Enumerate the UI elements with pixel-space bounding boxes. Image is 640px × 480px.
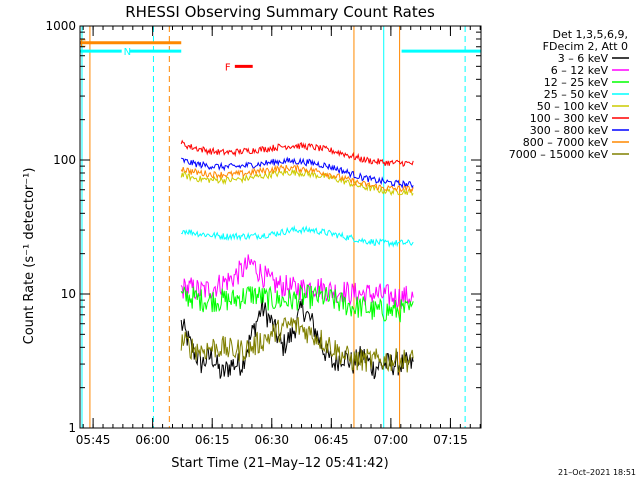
y-tick-label-2: 100 [53, 153, 76, 167]
series-line-1 [180, 254, 414, 310]
legend-entry-2: 12 – 25 keV [544, 76, 609, 89]
x-tick-label-4: 06:45 [314, 433, 349, 447]
legend-entry-4: 50 – 100 keV [537, 100, 609, 113]
flag-bars: E N F [80, 39, 481, 73]
series-line-3 [181, 225, 414, 248]
series-line-6 [181, 156, 414, 190]
footer-timestamp: 21–Oct–2021 18:51 [558, 468, 636, 477]
legend-entry-3: 25 – 50 keV [544, 88, 609, 101]
x-tick-label-5: 07:00 [374, 433, 409, 447]
legend-header-1: FDecim 2, Att 0 [543, 40, 628, 53]
flag-bar-label-1: N [124, 47, 131, 58]
y-tick-label-1: 10 [61, 287, 76, 301]
x-tick-label-0: 05:45 [76, 433, 111, 447]
legend: Det 1,3,5,6,9,FDecim 2, Att 03 – 6 keV6 … [509, 28, 629, 161]
x-axis-label: Start Time (21–May–12 05:41:42) [171, 456, 388, 471]
series-line-8 [180, 317, 414, 373]
legend-entry-6: 300 – 800 keV [530, 124, 609, 137]
x-tick-label-1: 06:00 [135, 433, 170, 447]
chart-title: RHESSI Observing Summary Count Rates [125, 3, 435, 21]
legend-entry-8: 7000 – 15000 keV [509, 148, 609, 161]
legend-header-0: Det 1,3,5,6,9, [552, 28, 628, 41]
legend-entry-1: 6 – 12 keV [551, 64, 609, 77]
x-tick-label-3: 06:30 [254, 433, 289, 447]
series-line-5 [180, 139, 414, 168]
y-tick-label-0: 1 [68, 421, 76, 435]
plot-frame [79, 25, 482, 429]
y-tick-label-3: 1000 [45, 19, 76, 33]
legend-entry-0: 3 – 6 keV [558, 52, 609, 65]
x-tick-label-2: 06:15 [195, 433, 230, 447]
series-lines [180, 139, 414, 380]
x-tick-label-6: 07:15 [433, 433, 468, 447]
flag-bar-label-4: F [225, 62, 231, 73]
series-line-4 [180, 168, 414, 197]
y-axis-label: Count Rate (s⁻¹ detector⁻¹) [22, 168, 37, 345]
legend-entry-7: 800 – 7000 keV [523, 136, 609, 149]
flag-bar-label-0: E [80, 39, 86, 50]
series-line-2 [180, 283, 414, 323]
series-line-7 [180, 163, 414, 193]
axes: 1 10 100 1000 05:45 06:00 06:15 06:30 06:45 07:00… [45, 19, 482, 447]
series-line-0 [180, 296, 414, 380]
legend-entry-5: 100 – 300 keV [530, 112, 609, 125]
